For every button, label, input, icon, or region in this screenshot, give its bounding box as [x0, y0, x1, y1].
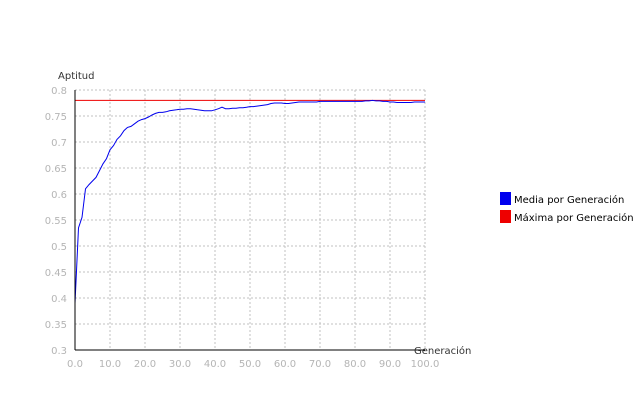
legend-swatch — [500, 210, 511, 223]
y-axis-title: Aptitud — [58, 71, 95, 82]
x-tick-label: 30.0 — [169, 359, 191, 370]
x-tick-label: 60.0 — [274, 359, 296, 370]
x-tick-labels: 0.0 10.0 20.0 30.0 40.0 50.0 60.0 70.0 80.0 90.0 1… — [67, 359, 439, 370]
y-tick-label: 0.3 — [51, 346, 67, 357]
x-tick-label: 0.0 — [67, 359, 83, 370]
x-tick-label: 80.0 — [344, 359, 366, 370]
x-tick-label: 40.0 — [204, 359, 226, 370]
x-tick-label: 50.0 — [239, 359, 261, 370]
y-tick-label: 0.5 — [51, 242, 67, 253]
legend-label: Media por Generación — [514, 194, 624, 206]
y-tick-label: 0.6 — [51, 190, 67, 201]
legend-swatch — [500, 192, 511, 205]
legend: Media por Generación Máxima por Generació… — [500, 192, 633, 224]
x-tick-label: 10.0 — [99, 359, 121, 370]
y-tick-label: 0.35 — [45, 320, 67, 331]
x-tick-label: 90.0 — [379, 359, 401, 370]
x-axis-title: Generación — [414, 345, 471, 357]
series-layer — [74, 99, 425, 304]
y-tick-label: 0.8 — [51, 86, 67, 97]
y-tick-label: 0.7 — [51, 138, 67, 149]
y-tick-label: 0.65 — [45, 164, 67, 175]
y-tick-label: 0.55 — [45, 216, 67, 227]
y-tick-label: 0.4 — [51, 294, 67, 305]
legend-label: Máxima por Generación — [514, 212, 633, 224]
x-tick-label: 20.0 — [134, 359, 156, 370]
x-tick-label: 70.0 — [309, 359, 331, 370]
x-tick-label: 100.0 — [411, 359, 440, 370]
axes — [74, 90, 425, 351]
y-tick-label: 0.45 — [45, 268, 67, 279]
grid — [75, 89, 426, 350]
y-tick-labels: 0.3 0.35 0.4 0.45 0.5 0.55 0.6 0.65 0.7 0.75 0.8 — [45, 86, 67, 357]
y-tick-label: 0.75 — [45, 112, 67, 123]
series-media-line — [74, 99, 425, 304]
